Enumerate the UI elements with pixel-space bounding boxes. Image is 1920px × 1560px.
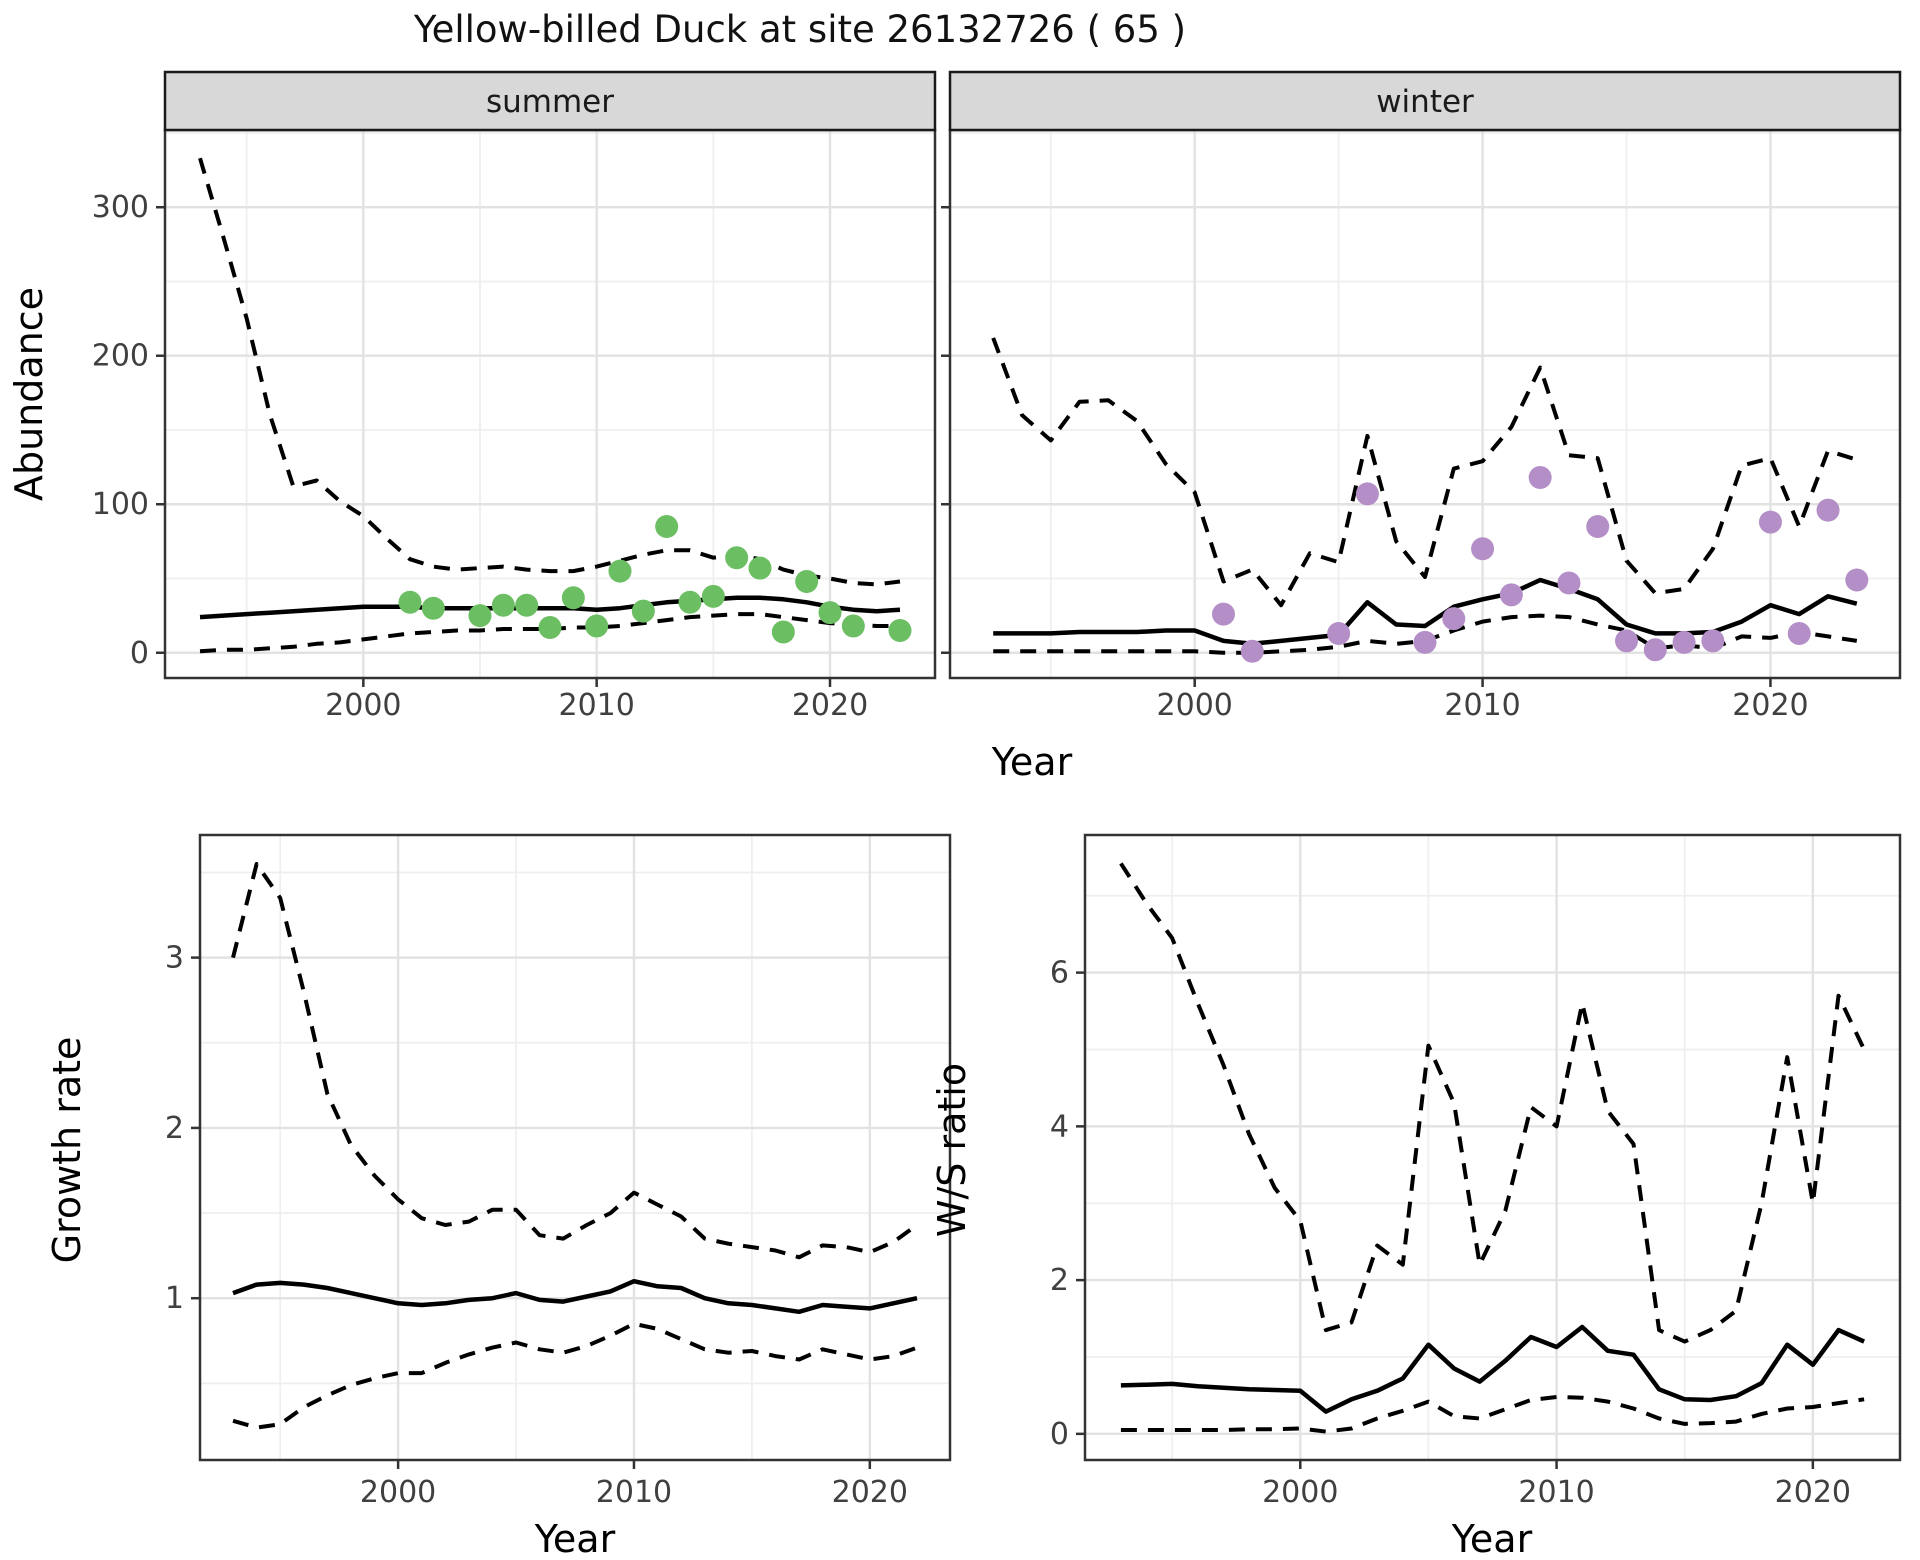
abundance-summer-panel-bg (165, 130, 935, 678)
ws-ratio-panel-bg (1085, 835, 1900, 1460)
abundance-axis-title: Abundance (7, 287, 51, 501)
abundance-summer-observation-point (631, 599, 655, 623)
abundance-summer-observation-point (561, 586, 585, 610)
abundance-summer-observation-point (818, 601, 842, 625)
abundance-winter-facet-strip (948, 70, 1902, 132)
growth-rate-lower-ci-line (232, 1321, 918, 1430)
abundance-winter-observation-point (1845, 568, 1869, 592)
abundance-summer-observation-point (538, 616, 562, 640)
growth-rate-panel-bg (200, 835, 950, 1460)
ws-ratio-y-tick-label: 4 (1050, 1109, 1069, 1144)
abundance-winter-observation-point (1499, 583, 1523, 607)
year-axis-title-top: Year (991, 740, 1073, 784)
abundance-summer-observation-point (678, 590, 702, 614)
ws-ratio-fit-line (1120, 1324, 1866, 1414)
abundance-summer-observation-point (841, 614, 865, 638)
abundance-summer-observation-point (608, 559, 632, 583)
abundance-summer-y-tick-label: 100 (92, 487, 149, 522)
abundance-summer-observation-point (771, 620, 795, 644)
abundance-winter-x-tick-label: 2010 (1444, 688, 1520, 723)
abundance-winter-observation-point (1643, 638, 1667, 662)
abundance-winter-observation-point (1442, 607, 1466, 631)
growth-rate-y-tick-label: 2 (165, 1111, 184, 1146)
growth-rate-panel-border (198, 833, 952, 1462)
growth-rate-y-tick-label: 3 (165, 941, 184, 976)
abundance-summer-observation-point (888, 618, 912, 642)
abundance-summer-observation-point (468, 604, 492, 628)
abundance-summer-x-tick-label: 2010 (558, 688, 634, 723)
ws-ratio-y-tick-label: 2 (1050, 1263, 1069, 1298)
abundance-summer-observation-point (795, 569, 819, 593)
abundance-summer-observation-point (585, 614, 609, 638)
growth-rate-y-tick-label: 1 (165, 1281, 184, 1316)
abundance-winter-observation-point (1355, 482, 1379, 506)
growth-rate-x-tick-label: 2000 (360, 1475, 436, 1510)
abundance-winter-observation-point (1758, 510, 1782, 534)
ws-ratio-panel-border (1083, 833, 1902, 1462)
abundance-winter-observation-point (1528, 466, 1552, 490)
abundance-summer-observation-point (515, 593, 539, 617)
abundance-summer-y-tick-label: 200 (92, 339, 149, 374)
abundance-winter-x-tick-label: 2020 (1732, 688, 1808, 723)
abundance-winter-observation-point (1327, 621, 1351, 645)
year-axis-title-ws: Year (1451, 1517, 1533, 1560)
year-axis-title-growth: Year (534, 1517, 616, 1560)
abundance-summer-observation-point (398, 590, 422, 614)
abundance-winter-observation-point (1240, 639, 1264, 663)
abundance-summer-facet-strip (163, 70, 937, 132)
growth-rate-x-tick-label: 2010 (596, 1475, 672, 1510)
abundance-winter-observation-point (1787, 621, 1811, 645)
abundance-winter-observation-point (1413, 630, 1437, 654)
ws-ratio-lower-ci-line (1120, 1395, 1865, 1434)
abundance-summer-x-tick-label: 2000 (325, 688, 401, 723)
growth-rate-upper-ci-line (231, 862, 919, 1260)
abundance-winter-observation-point (1586, 515, 1610, 539)
abundance-winter-x-tick-label: 2000 (1157, 688, 1233, 723)
abundance-winter-upper-ci-line (991, 337, 1858, 608)
abundance-winter-observation-point (1557, 571, 1581, 595)
ws-ratio-y-tick-label: 6 (1050, 956, 1069, 991)
growth-rate-axis-title: Growth rate (45, 1037, 89, 1264)
ws-ratio-y-tick-label: 0 (1050, 1417, 1069, 1452)
abundance-summer-fit-line (199, 595, 901, 620)
abundance-summer-observation-point (701, 584, 725, 608)
abundance-summer-y-tick-label: 300 (92, 190, 149, 225)
abundance-summer-facet-label: summer (486, 84, 614, 120)
abundance-winter-observation-point (1816, 498, 1840, 522)
growth-rate-fit-line (232, 1278, 918, 1315)
abundance-winter-observation-point (1672, 630, 1696, 654)
abundance-summer-x-tick-label: 2020 (792, 688, 868, 723)
abundance-summer-observation-point (491, 593, 515, 617)
figure-title: Yellow-billed Duck at site 26132726 ( 65… (413, 8, 1187, 51)
abundance-winter-observation-point (1211, 602, 1235, 626)
abundance-summer-observation-point (725, 546, 749, 570)
abundance-summer-observation-point (748, 556, 772, 580)
ws-ratio-x-tick-label: 2020 (1775, 1475, 1851, 1510)
abundance-summer-observation-point (655, 515, 679, 539)
abundance-summer-observation-point (421, 596, 445, 620)
abundance-winter-observation-point (1701, 629, 1725, 653)
ws-ratio-x-tick-label: 2000 (1262, 1475, 1338, 1510)
abundance-winter-observation-point (1615, 629, 1639, 653)
ws-ratio-upper-ci-line (1119, 862, 1866, 1344)
ws-ratio-x-tick-label: 2010 (1518, 1475, 1594, 1510)
ws-ratio-axis-title: W/S ratio (930, 1063, 974, 1237)
abundance-summer-y-tick-label: 0 (130, 636, 149, 671)
abundance-winter-facet-label: winter (1376, 84, 1474, 120)
growth-rate-x-tick-label: 2020 (832, 1475, 908, 1510)
abundance-winter-observation-point (1471, 537, 1495, 561)
abundance-summer-upper-ci-line (198, 157, 901, 587)
abundance-winter-panel-bg (950, 130, 1900, 678)
